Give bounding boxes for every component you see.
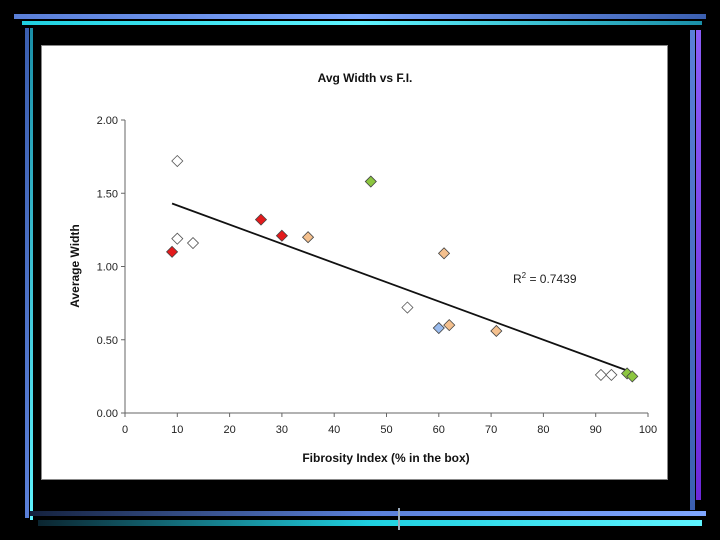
data-point <box>171 154 184 168</box>
data-point <box>186 236 200 250</box>
y-tick-label: 1.00 <box>97 262 118 274</box>
data-point <box>275 229 288 242</box>
x-tick-label: 100 <box>639 424 657 436</box>
x-axis-title: Fibrosity Index (% in the box) <box>302 451 469 465</box>
r-squared-label: R2 = 0.7439 <box>513 271 577 286</box>
y-tick-label: 0.00 <box>97 408 118 420</box>
data-point <box>605 368 618 381</box>
y-tick-label: 1.50 <box>97 188 118 200</box>
x-tick-label: 90 <box>590 424 602 436</box>
chart-title: Avg Width vs F.I. <box>318 71 413 85</box>
scatter-chart: Avg Width vs F.I. 0.00 0.50 1.00 1.50 2.00 0… <box>68 71 657 465</box>
data-point <box>166 245 179 258</box>
x-tick-label: 60 <box>433 424 445 436</box>
x-tick-label: 0 <box>122 424 128 436</box>
x-tick-label: 10 <box>171 424 183 436</box>
top-bar-cyan <box>22 21 702 25</box>
x-tick-label: 40 <box>328 424 340 436</box>
data-point <box>432 321 445 335</box>
data-point <box>364 175 377 188</box>
bottom-bar-cyan <box>38 520 702 526</box>
x-tick-label: 70 <box>485 424 497 436</box>
bottom-divider <box>398 508 400 530</box>
y-tick-label: 0.50 <box>97 335 118 347</box>
y-axis-title: Average Width <box>68 224 82 307</box>
y-tick-label: 2.00 <box>97 115 118 127</box>
data-point <box>254 213 268 226</box>
bottom-bar-blue <box>30 511 706 516</box>
trendline <box>171 202 628 372</box>
x-tick-label: 30 <box>276 424 288 436</box>
data-point <box>301 231 315 244</box>
data-point <box>594 368 607 381</box>
right-bar-blue <box>690 30 695 510</box>
x-tick-label: 80 <box>537 424 549 436</box>
x-tick-label: 20 <box>223 424 235 436</box>
x-tick-label: 50 <box>380 424 392 436</box>
data-point <box>171 232 184 245</box>
left-bar-blue <box>25 28 29 518</box>
left-bar-cyan <box>30 28 33 520</box>
data-point <box>443 319 456 332</box>
data-point <box>437 247 451 260</box>
right-bar-purple <box>696 30 701 500</box>
data-point <box>401 301 414 314</box>
data-point <box>626 370 639 383</box>
data-point <box>490 324 503 338</box>
top-bar-blue <box>14 14 706 19</box>
chart-area: Avg Width vs F.I. 0.00 0.50 1.00 1.50 2.00 0… <box>41 45 668 480</box>
